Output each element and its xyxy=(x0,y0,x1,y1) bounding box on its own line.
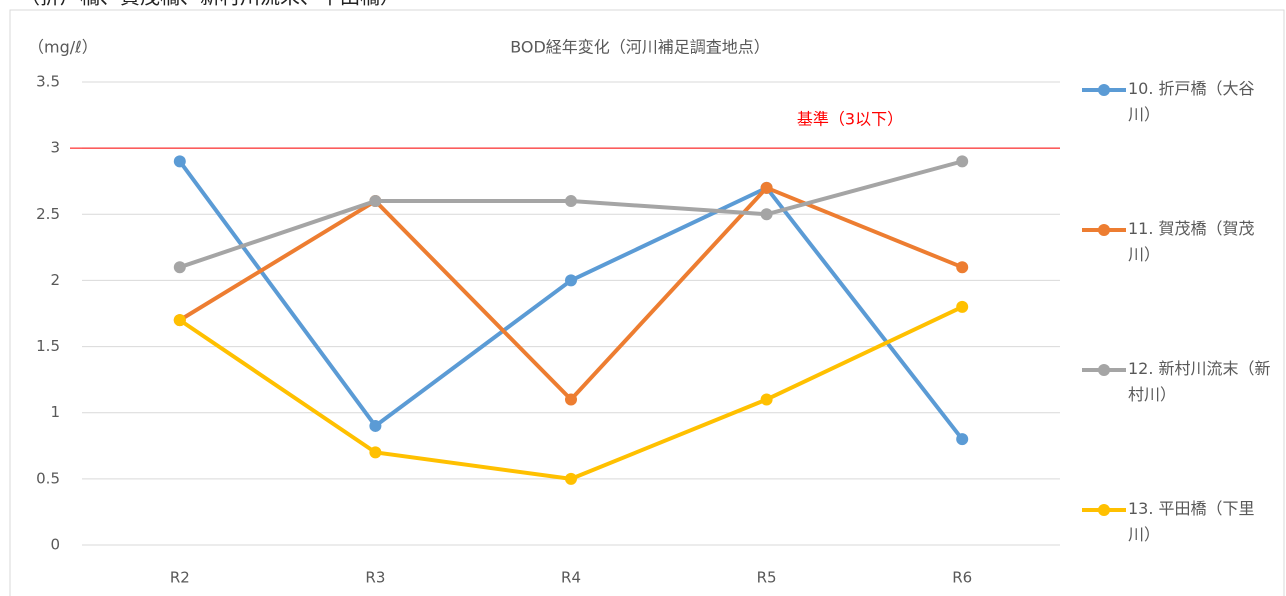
marker xyxy=(760,393,773,406)
y-tick-label: 3 xyxy=(50,139,60,157)
marker xyxy=(565,393,577,406)
legend-label: 12. 新村川流末（新村川） xyxy=(1128,359,1271,404)
x-tick-label: R4 xyxy=(561,569,581,587)
y-tick-label: 1 xyxy=(50,403,60,421)
x-tick-label: R6 xyxy=(952,569,972,587)
marker xyxy=(956,433,969,446)
x-tick-label: R5 xyxy=(757,569,777,587)
y-tick-label: 3.5 xyxy=(36,73,60,91)
legend-label: 11. 賀茂橋（賀茂川） xyxy=(1128,219,1255,264)
series-line xyxy=(178,185,963,402)
marker xyxy=(956,300,969,313)
marker xyxy=(565,274,577,287)
legend-swatch xyxy=(1082,504,1126,516)
legend-entry: 12. 新村川流末（新村川） xyxy=(1080,356,1280,408)
y-tick-label: 0 xyxy=(50,536,60,554)
marker xyxy=(956,261,969,274)
legend-swatch xyxy=(1082,84,1126,96)
chart-frame xyxy=(9,9,1285,596)
marker xyxy=(956,155,969,168)
legend-entry: 10. 折戸橋（大谷川） xyxy=(1080,76,1280,128)
y-tick-label: 2 xyxy=(50,271,60,289)
legend-entry: 11. 賀茂橋（賀茂川） xyxy=(1080,216,1280,268)
y-tick-label: 1.5 xyxy=(36,337,60,355)
marker xyxy=(173,261,186,274)
marker xyxy=(369,419,382,432)
series-line xyxy=(178,305,964,481)
x-tick-label: R2 xyxy=(170,569,190,587)
y-tick-label: 2.5 xyxy=(36,205,60,223)
marker xyxy=(369,446,382,459)
legend-label: 10. 折戸橋（大谷川） xyxy=(1128,79,1255,124)
caption: （折戸橋、賀茂橋、新村川流末、平田橋） xyxy=(20,0,400,9)
marker xyxy=(760,208,773,221)
y-axis-label: （mg/ℓ） xyxy=(28,38,98,57)
x-tick-label: R3 xyxy=(365,569,385,587)
reference-label: 基準（3以下） xyxy=(797,110,903,129)
marker xyxy=(760,181,773,194)
legend-label: 13. 平田橋（下里川） xyxy=(1128,499,1255,544)
legend-swatch xyxy=(1082,364,1126,376)
marker xyxy=(565,472,577,485)
marker xyxy=(369,195,382,208)
marker xyxy=(173,314,186,327)
legend-entry: 13. 平田橋（下里川） xyxy=(1080,496,1280,548)
marker xyxy=(565,195,577,208)
marker xyxy=(173,155,186,168)
y-tick-label: 0.5 xyxy=(36,469,60,487)
chart-title: BOD経年変化（河川補足調査地点） xyxy=(510,38,770,57)
legend-swatch xyxy=(1082,224,1126,236)
